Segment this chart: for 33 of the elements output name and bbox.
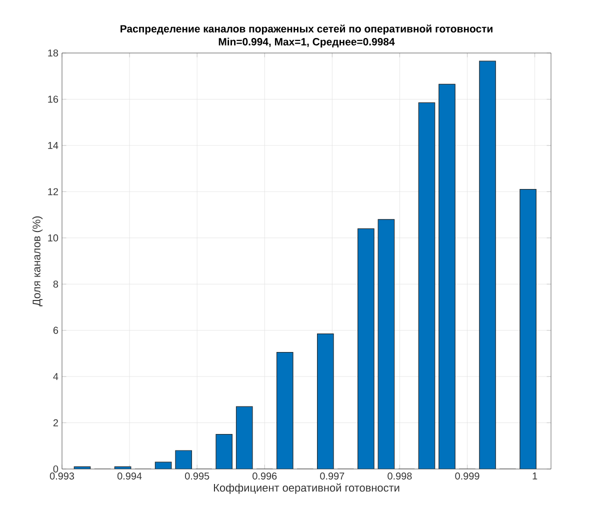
y-tick-label: 18 — [48, 49, 58, 57]
y-tick-label: 16 — [48, 96, 58, 103]
y-tick-label: 4 — [53, 373, 58, 380]
y-tick-label: 12 — [48, 188, 58, 196]
x-tick-label: 0.993 — [50, 472, 74, 480]
y-tick-label: 0 — [53, 465, 58, 473]
bar — [438, 84, 456, 469]
y-tick-label: 10 — [48, 234, 58, 242]
x-tick-label: 1 — [532, 472, 538, 480]
x-axis-title: Коффициент оеративной готовности — [214, 483, 400, 494]
bar — [317, 334, 334, 469]
bar — [418, 102, 435, 469]
x-tick-label: 0.995 — [185, 472, 210, 480]
y-tick-label: 14 — [48, 142, 58, 149]
bar — [276, 352, 293, 469]
bar — [520, 189, 536, 469]
bar — [236, 406, 252, 469]
y-tick-label: 2 — [53, 419, 58, 426]
x-tick-label: 0.999 — [455, 472, 480, 480]
bar — [175, 450, 192, 469]
x-tick-label: 0.998 — [388, 472, 412, 480]
x-tick-label: 0.997 — [320, 472, 344, 480]
x-tick-label: 0.996 — [252, 472, 277, 480]
chart-title: Распределение каналов пораженных сетей по оперативной готовности — [120, 24, 492, 35]
bar — [479, 61, 496, 469]
bar — [216, 434, 232, 469]
y-axis-title: Доля каналов (%) — [32, 216, 43, 306]
bar — [378, 219, 394, 469]
bar — [358, 228, 374, 469]
chart-subtitle: Min=0.994, Max=1, Среднее=0.9984 — [218, 38, 395, 48]
y-tick-label: 6 — [53, 326, 58, 334]
y-tick-label: 8 — [53, 280, 58, 288]
x-tick-label: 0.994 — [117, 472, 142, 480]
